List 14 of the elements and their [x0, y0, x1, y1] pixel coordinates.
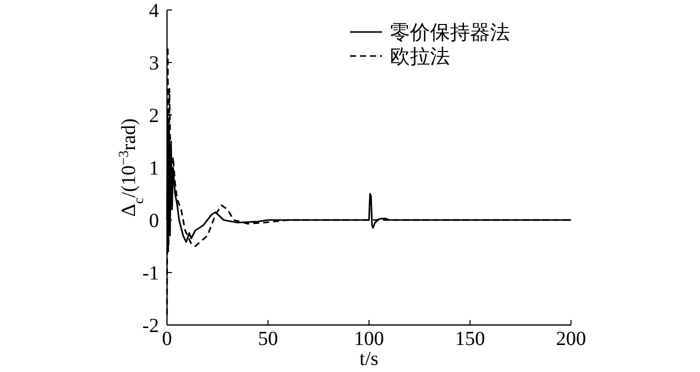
x-tick-label: 50 — [258, 328, 278, 350]
legend-label: 欧拉法 — [390, 46, 450, 68]
y-tick-label: 1 — [149, 158, 159, 180]
x-tick-label: 100 — [354, 328, 384, 350]
y-tick-label: 2 — [149, 105, 159, 127]
x-axis-title: t/s — [360, 348, 379, 370]
y-tick-label: -2 — [142, 315, 159, 337]
y-tick-label: -1 — [142, 262, 159, 284]
legend-label: 零价保持器法 — [390, 22, 510, 44]
y-tick-label: 3 — [149, 52, 159, 74]
x-tick-label: 150 — [455, 328, 485, 350]
x-tick-label: 200 — [556, 328, 586, 350]
y-tick-label: 0 — [149, 210, 159, 232]
y-tick-label: 4 — [149, 0, 159, 22]
